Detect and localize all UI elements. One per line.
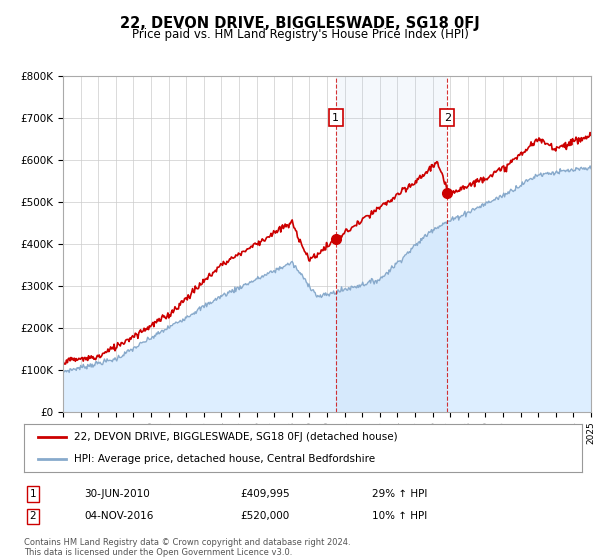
- Text: 22, DEVON DRIVE, BIGGLESWADE, SG18 0FJ (detached house): 22, DEVON DRIVE, BIGGLESWADE, SG18 0FJ (…: [74, 432, 398, 442]
- Text: 04-NOV-2016: 04-NOV-2016: [84, 511, 154, 521]
- Bar: [336, 76, 447, 412]
- Text: 10% ↑ HPI: 10% ↑ HPI: [372, 511, 427, 521]
- Text: HPI: Average price, detached house, Central Bedfordshire: HPI: Average price, detached house, Cent…: [74, 454, 376, 464]
- Text: 30-JUN-2010: 30-JUN-2010: [84, 489, 150, 499]
- Text: 2: 2: [29, 511, 37, 521]
- Text: 1: 1: [332, 113, 340, 123]
- Text: 1: 1: [29, 489, 37, 499]
- Text: 22, DEVON DRIVE, BIGGLESWADE, SG18 0FJ: 22, DEVON DRIVE, BIGGLESWADE, SG18 0FJ: [120, 16, 480, 31]
- Text: £520,000: £520,000: [240, 511, 289, 521]
- Text: Contains HM Land Registry data © Crown copyright and database right 2024.
This d: Contains HM Land Registry data © Crown c…: [24, 538, 350, 557]
- Text: Price paid vs. HM Land Registry's House Price Index (HPI): Price paid vs. HM Land Registry's House …: [131, 28, 469, 41]
- Text: 2: 2: [443, 113, 451, 123]
- Text: 29% ↑ HPI: 29% ↑ HPI: [372, 489, 427, 499]
- Text: £409,995: £409,995: [240, 489, 290, 499]
